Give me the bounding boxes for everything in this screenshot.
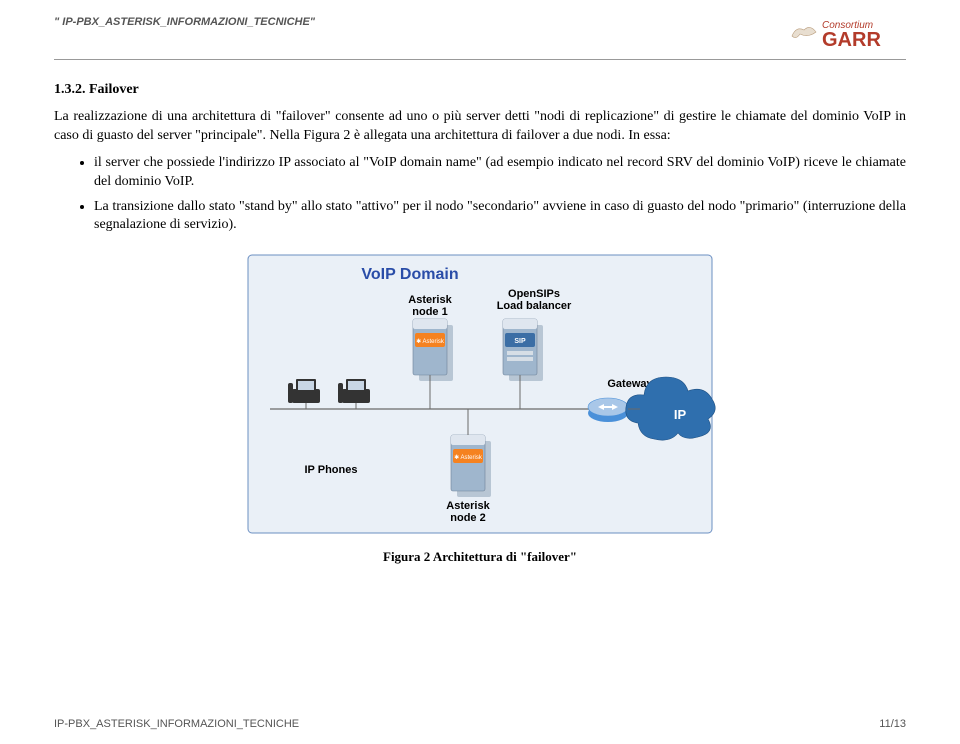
doc-title: " IP-PBX_ASTERISK_INFORMAZIONI_TECNICHE": [54, 16, 315, 28]
bullet-list: il server che possiede l'indirizzo IP as…: [54, 154, 906, 236]
section-heading: 1.3.2. Failover: [54, 82, 906, 98]
list-item: La transizione dallo stato "stand by" al…: [94, 198, 906, 236]
failover-diagram: VoIP DomainAsterisknode 1✱ AsteriskOpenS…: [210, 249, 750, 539]
svg-text:IP Phones: IP Phones: [305, 464, 358, 476]
footer-right: 11/13: [879, 718, 906, 730]
svg-text:✱ Asterisk: ✱ Asterisk: [416, 338, 445, 345]
svg-text:VoIP Domain: VoIP Domain: [361, 266, 458, 283]
list-item: il server che possiede l'indirizzo IP as…: [94, 154, 906, 192]
svg-text:Asterisknode 2: Asterisknode 2: [446, 500, 490, 524]
figure-caption: Figura 2 Architettura di "failover": [54, 549, 906, 565]
section-paragraph: La realizzazione di una architettura di …: [54, 108, 906, 146]
svg-text:Asterisknode 1: Asterisknode 1: [408, 294, 452, 318]
svg-text:SIP: SIP: [514, 338, 526, 345]
logo: Consortium GARR: [786, 16, 906, 55]
page-footer: IP-PBX_ASTERISK_INFORMAZIONI_TECNICHE 11…: [54, 718, 906, 730]
svg-text:IP: IP: [674, 407, 687, 422]
header-divider: [54, 59, 906, 60]
logo-icon: Consortium GARR: [786, 16, 906, 50]
page-header: " IP-PBX_ASTERISK_INFORMAZIONI_TECNICHE"…: [54, 16, 906, 55]
logo-main-text: GARR: [822, 29, 881, 50]
footer-left: IP-PBX_ASTERISK_INFORMAZIONI_TECNICHE: [54, 718, 299, 730]
svg-text:✱ Asterisk: ✱ Asterisk: [454, 454, 483, 461]
